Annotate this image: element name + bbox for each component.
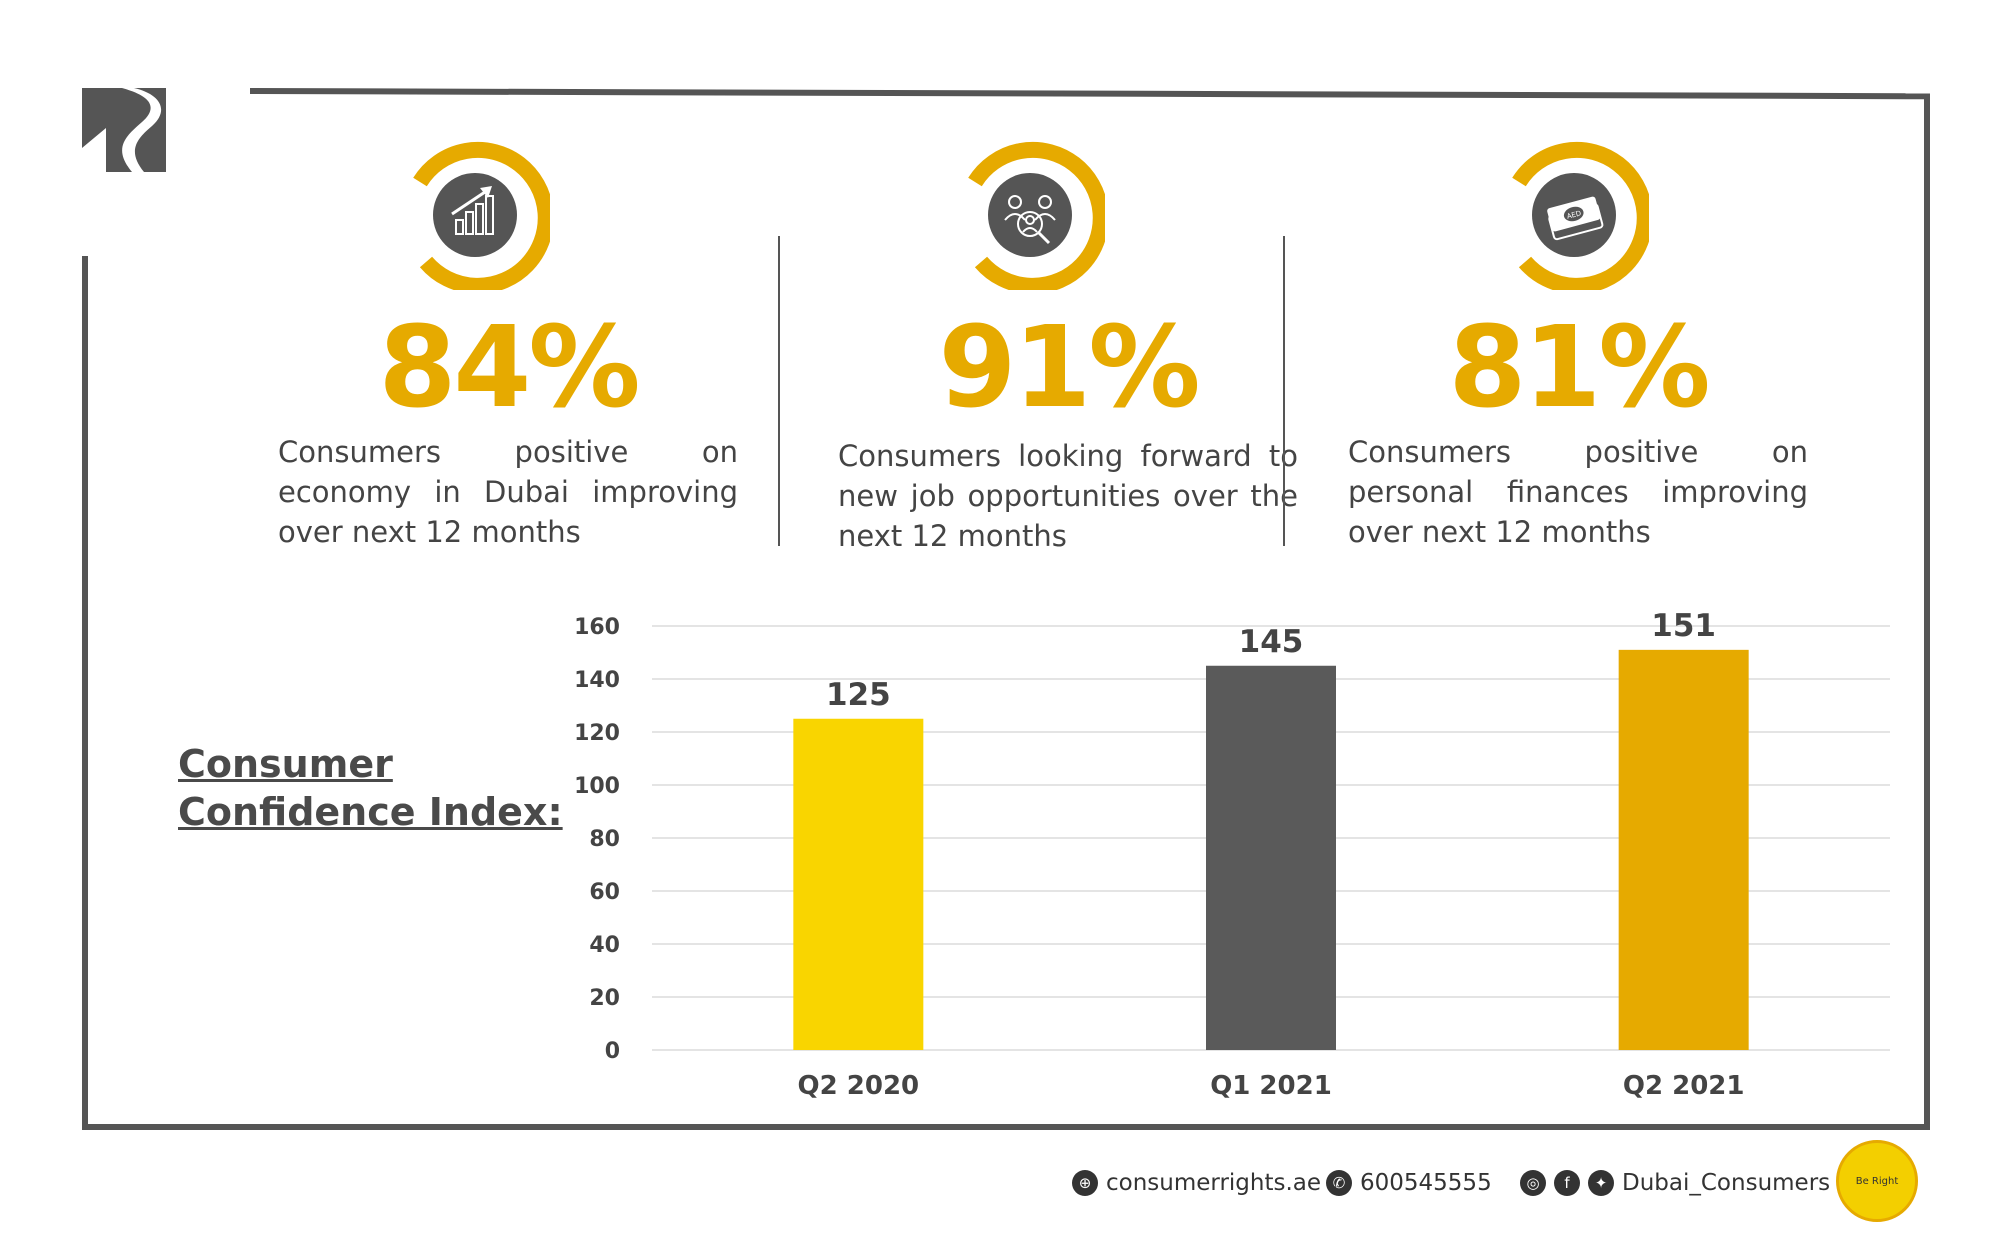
y-tick-label: 140 xyxy=(574,668,620,693)
globe-icon: ⊕ xyxy=(1072,1170,1098,1196)
y-tick-label: 160 xyxy=(574,615,620,640)
social-text: Dubai_Consumers xyxy=(1622,1170,1831,1196)
stat-economy-description: Consumers positive on economy in Dubai i… xyxy=(278,435,738,549)
phone-icon: ✆ xyxy=(1326,1170,1352,1196)
instagram-icon: ◎ xyxy=(1520,1170,1546,1196)
footer-website[interactable]: ⊕ consumerrights.ae xyxy=(1072,1170,1321,1196)
footer-phone[interactable]: ✆ 600545555 xyxy=(1326,1170,1492,1196)
data-label: 125 xyxy=(826,677,891,713)
twitter-icon: ✦ xyxy=(1588,1170,1614,1196)
stat-finances-value: 81% xyxy=(1448,303,1710,433)
data-label: 151 xyxy=(1651,608,1716,644)
x-tick-label: Q2 2021 xyxy=(1623,1071,1745,1101)
chart-title-line-1: Consumer xyxy=(178,742,393,786)
people-search-icon xyxy=(968,141,1105,290)
y-tick-label: 20 xyxy=(589,986,620,1011)
bar-1 xyxy=(1206,665,1336,1050)
website-text: consumerrights.ae xyxy=(1106,1170,1322,1196)
bar-2 xyxy=(1618,649,1749,1050)
chart-title: Consumer Confidence Index: xyxy=(178,740,563,836)
y-tick-label: 40 xyxy=(589,933,620,958)
bar-0 xyxy=(793,718,924,1050)
y-tick-label: 100 xyxy=(574,774,620,799)
footer-social[interactable]: ◎ f ✦ Dubai_Consumers xyxy=(1520,1170,1830,1196)
aed-money-icon: AED xyxy=(1512,141,1649,290)
y-tick-label: 120 xyxy=(574,721,620,746)
growth-chart-icon xyxy=(413,141,550,290)
stat-finances-description: Consumers positive on personal finances … xyxy=(1348,435,1808,549)
stat-jobs-value: 91% xyxy=(938,303,1200,433)
frame-left-line xyxy=(82,256,88,1130)
y-tick-label: 80 xyxy=(589,827,620,852)
consumer-rights-badge: Be Right xyxy=(1836,1140,1918,1222)
facebook-icon: f xyxy=(1554,1170,1580,1196)
x-tick-label: Q2 2020 xyxy=(798,1071,920,1101)
divider-2 xyxy=(1283,236,1285,546)
chart-title-line-2: Confidence Index: xyxy=(178,790,563,834)
road-logo-icon xyxy=(82,88,166,172)
y-tick-label: 0 xyxy=(605,1039,620,1064)
stat-economy-value: 84% xyxy=(378,303,640,433)
aed-label: AED xyxy=(1566,209,1582,221)
frame-right-line xyxy=(1924,94,1930,1128)
y-tick-label: 60 xyxy=(589,880,620,905)
frame-bottom-line xyxy=(84,1124,1930,1130)
stat-jobs-description: Consumers looking forward to new job opp… xyxy=(838,439,1298,553)
badge-text: Be Right xyxy=(1855,1175,1899,1187)
x-tick-label: Q1 2021 xyxy=(1210,1071,1332,1101)
data-label: 145 xyxy=(1239,624,1304,660)
phone-text: 600545555 xyxy=(1360,1170,1492,1196)
divider-1 xyxy=(778,236,780,546)
